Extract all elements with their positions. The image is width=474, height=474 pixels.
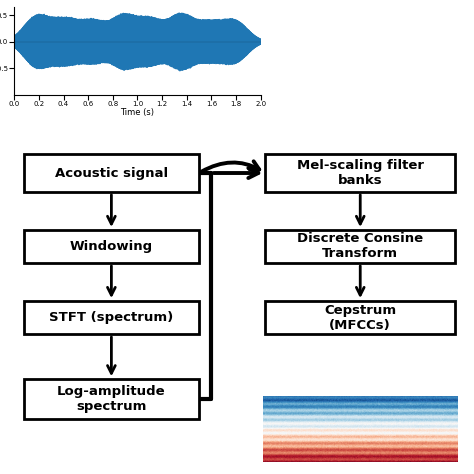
Text: Cepstrum
(MFCCs): Cepstrum (MFCCs) bbox=[324, 303, 396, 332]
Text: Discrete Consine
Transform: Discrete Consine Transform bbox=[297, 232, 423, 261]
FancyBboxPatch shape bbox=[24, 154, 199, 192]
FancyBboxPatch shape bbox=[24, 379, 199, 419]
Text: Acoustic signal: Acoustic signal bbox=[55, 166, 168, 180]
Text: Windowing: Windowing bbox=[70, 240, 153, 253]
FancyBboxPatch shape bbox=[24, 301, 199, 334]
Text: Mel-scaling filter
banks: Mel-scaling filter banks bbox=[297, 159, 424, 187]
Text: STFT (spectrum): STFT (spectrum) bbox=[49, 311, 173, 324]
Text: Log-amplitude
spectrum: Log-amplitude spectrum bbox=[57, 385, 166, 413]
FancyBboxPatch shape bbox=[265, 230, 455, 263]
FancyBboxPatch shape bbox=[265, 154, 455, 192]
FancyBboxPatch shape bbox=[24, 230, 199, 263]
FancyBboxPatch shape bbox=[265, 301, 455, 334]
X-axis label: Time (s): Time (s) bbox=[120, 109, 155, 118]
